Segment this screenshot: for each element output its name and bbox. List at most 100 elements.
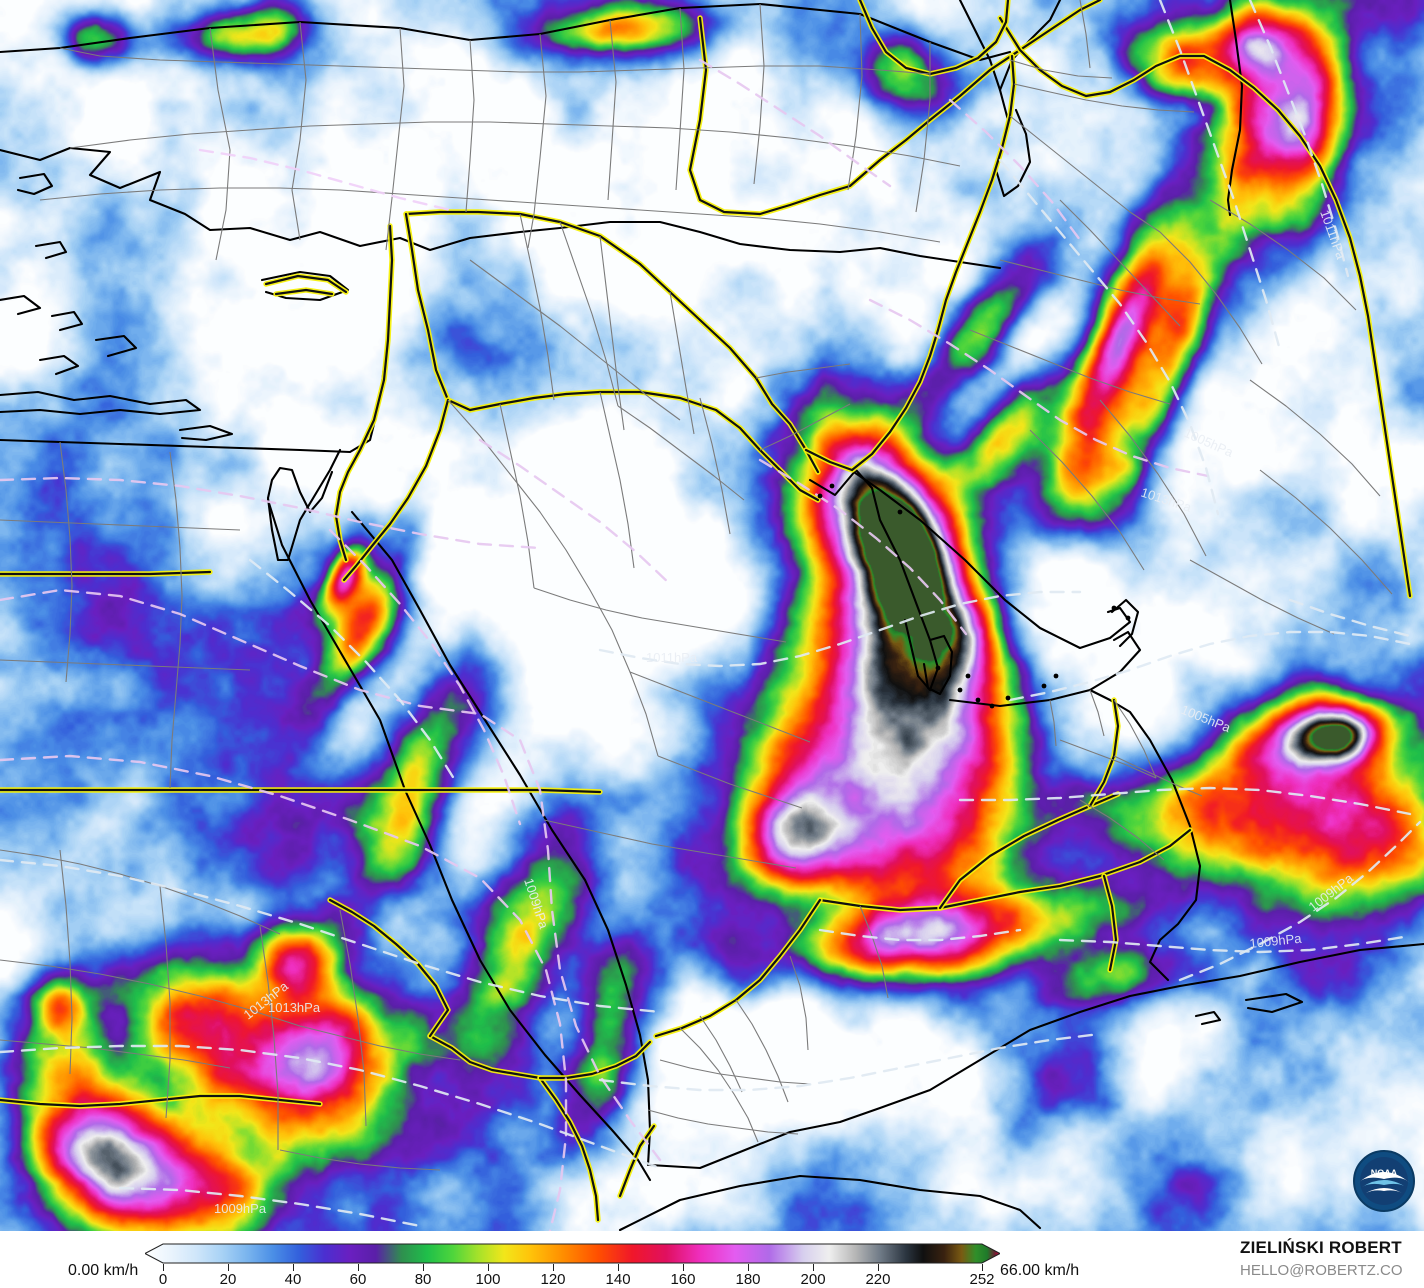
coastline bbox=[178, 424, 234, 442]
tick-label: 20 bbox=[219, 1271, 237, 1288]
coastline bbox=[266, 498, 652, 1182]
island-dot bbox=[1041, 683, 1047, 689]
admin-border bbox=[1189, 559, 1335, 635]
isobar-label: 1009hPa bbox=[214, 1201, 267, 1216]
island-dot bbox=[1111, 605, 1117, 611]
isobar-label: 1011hPa bbox=[646, 650, 698, 665]
admin-border bbox=[559, 221, 619, 407]
admin-border bbox=[669, 291, 695, 435]
coastline bbox=[648, 942, 1424, 1170]
national-border bbox=[654, 898, 822, 1038]
tick-mark bbox=[228, 1264, 230, 1271]
admin-border bbox=[1159, 231, 1263, 365]
national-border-halo bbox=[427, 1033, 543, 1081]
admin-border bbox=[533, 587, 787, 643]
isobar-label: 1013hPa bbox=[268, 1000, 321, 1015]
admin-border bbox=[755, 363, 851, 379]
national-border-halo bbox=[537, 1075, 601, 1223]
legend-min-label: 0.00 km/h bbox=[68, 1262, 139, 1279]
coastline bbox=[1226, 0, 1244, 217]
admin-border bbox=[59, 849, 73, 1075]
admin-border bbox=[1029, 429, 1145, 571]
admin-border bbox=[259, 925, 279, 1150]
coastline bbox=[38, 354, 80, 376]
coastline bbox=[16, 172, 54, 196]
national-border bbox=[334, 224, 394, 562]
admin-border bbox=[629, 671, 811, 743]
tick-mark bbox=[982, 1264, 983, 1271]
isobar-line bbox=[198, 148, 452, 212]
isobar-line bbox=[758, 458, 968, 636]
admin-border bbox=[1089, 689, 1105, 737]
admin-border bbox=[1009, 115, 1161, 233]
isobar-line bbox=[868, 298, 1210, 478]
island-dot bbox=[935, 665, 941, 671]
national-border bbox=[538, 1076, 600, 1222]
island-dot bbox=[965, 673, 971, 679]
admin-border bbox=[543, 819, 797, 869]
map-panel[interactable]: 1013hPa 1013hPa 1009hPa 1009hPa 1009hPa 1009h… bbox=[0, 0, 1424, 1231]
coastline bbox=[266, 448, 342, 562]
tick-mark bbox=[423, 1264, 425, 1271]
admin-border bbox=[1049, 699, 1057, 747]
coastline bbox=[94, 334, 138, 358]
island-dot bbox=[989, 703, 995, 709]
admin-border bbox=[847, 13, 863, 191]
admin-border bbox=[0, 959, 301, 1027]
tick-label: 120 bbox=[540, 1271, 566, 1288]
tick-mark bbox=[292, 1264, 294, 1271]
isobar-line bbox=[818, 928, 1022, 942]
national-border bbox=[804, 54, 1016, 472]
admin-border bbox=[647, 1109, 799, 1135]
admin-border bbox=[339, 909, 367, 1127]
admin-border bbox=[1259, 469, 1393, 595]
coastline bbox=[0, 2, 1012, 62]
admin-border bbox=[0, 519, 241, 531]
admin-border bbox=[859, 905, 889, 999]
map-vector-overlay: 1013hPa1013hPa1009hPa1009hPa1009hPa1009h… bbox=[0, 0, 1424, 1231]
isobar-line bbox=[958, 786, 1412, 816]
noaa-logo-text: NOAA bbox=[1371, 1168, 1398, 1178]
island-dot bbox=[1125, 615, 1131, 621]
admin-border bbox=[1009, 59, 1113, 79]
isobar-line bbox=[948, 98, 1082, 242]
tick-label: 60 bbox=[349, 1271, 367, 1288]
tick-label: 180 bbox=[735, 1271, 761, 1288]
isobar-line bbox=[0, 754, 568, 1231]
island-dot bbox=[1005, 695, 1011, 701]
admin-border bbox=[169, 451, 183, 789]
author-name: ZIELIŃSKI ROBERT bbox=[1240, 1238, 1402, 1257]
national-border bbox=[538, 1040, 652, 1080]
author-email: HELLO@ROBERTZ.CO bbox=[1240, 1262, 1403, 1279]
island-dot bbox=[1053, 673, 1059, 679]
admin-border bbox=[0, 659, 251, 671]
isobar-line bbox=[1288, 598, 1412, 638]
admin-border bbox=[659, 1059, 811, 1085]
admin-border bbox=[0, 849, 281, 935]
admin-border bbox=[69, 121, 961, 167]
tick-label: 100 bbox=[475, 1271, 501, 1288]
tick-mark bbox=[618, 1264, 620, 1271]
coastline bbox=[0, 294, 42, 316]
admin-border bbox=[447, 399, 659, 757]
tick-mark bbox=[487, 1264, 489, 1271]
admin-border bbox=[607, 19, 617, 201]
national-border bbox=[858, 0, 1010, 76]
coastline bbox=[260, 270, 350, 302]
national-border-halo bbox=[403, 211, 821, 503]
island-dot bbox=[957, 687, 963, 693]
admin-border bbox=[599, 391, 635, 569]
tick-mark bbox=[877, 1264, 879, 1271]
admin-border bbox=[1113, 699, 1157, 779]
isobar-line bbox=[1058, 934, 1412, 954]
tick-label: 140 bbox=[605, 1271, 631, 1288]
admin-border bbox=[699, 397, 731, 535]
tick-label: 252 bbox=[969, 1271, 995, 1288]
isobar-label: 1005hPa bbox=[1179, 702, 1234, 736]
admin-border bbox=[465, 39, 475, 213]
isobar-label: 1009hPa bbox=[521, 876, 552, 931]
admin-border bbox=[291, 21, 307, 241]
tick-label: 160 bbox=[670, 1271, 696, 1288]
admin-border bbox=[759, 403, 851, 451]
